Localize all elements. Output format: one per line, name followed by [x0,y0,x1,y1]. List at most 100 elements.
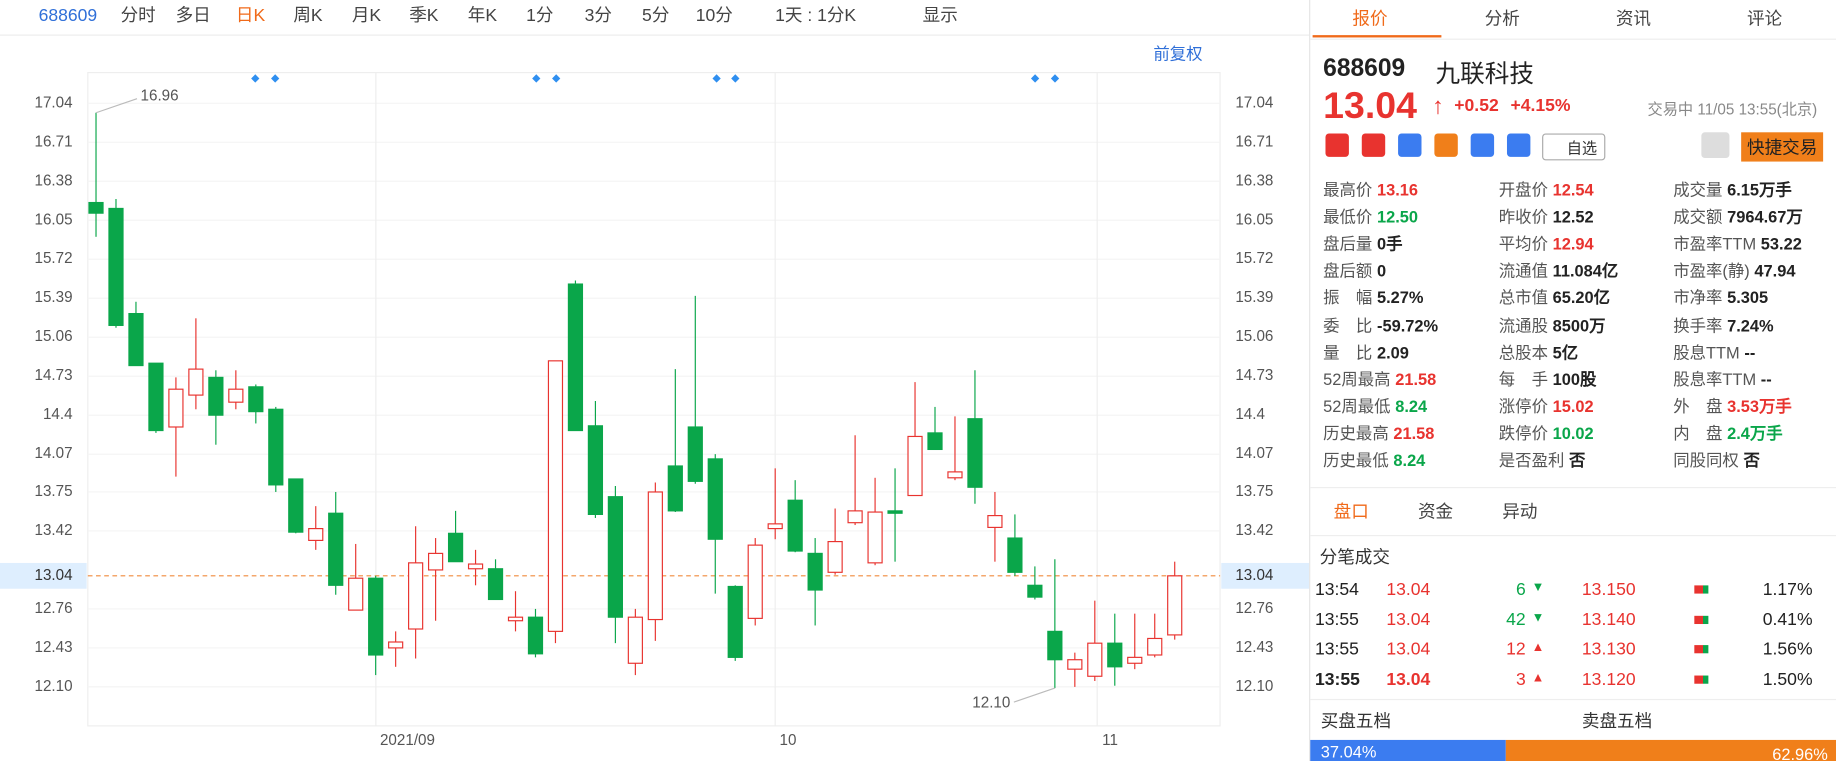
icon [1470,133,1495,157]
kline-chart: 688609 分时 多日 日K 周K 月K 季K 年K 1分 3分 5分 10分 1天 : 1分K 显示前… [0,5,1310,750]
period-tab[interactable]: 周K [293,5,323,25]
y-tick-label: 14.07 [35,445,73,462]
stat-value: 21.58 [1393,423,1435,443]
stat-value: 100股 [1552,369,1597,389]
y-tick-label-right: 16.05 [1235,211,1273,228]
candle-body [1067,659,1083,670]
panel-tab[interactable]: 资讯 [1615,9,1652,30]
period-tab[interactable]: 日K [236,5,266,25]
stat-value: 8500万 [1552,315,1606,335]
y-tick-label-right: 14.73 [1235,367,1273,384]
trade-bar [1694,585,1709,594]
panel-tab[interactable]: 报价 [1352,9,1388,30]
stat-label: 市盈率(静) [1673,261,1750,281]
stat-value: 10.02 [1552,423,1594,443]
period-tab[interactable]: 10分 [696,5,733,25]
trade-arrow: ▼ [1531,610,1545,625]
stat-value: 12.94 [1552,234,1594,254]
trade-bar [1694,675,1709,684]
sub-tab[interactable]: 盘口 [1333,502,1369,523]
stat-value: 7.24% [1727,315,1774,335]
stat-label: 内 盘 [1673,423,1723,443]
quote-panel: 报价 分析 资讯 评论 688609 九联科技 13.04 ↑ +0.52 +4.15% 交易中 1… [1309,0,1836,763]
current-band-right [1221,562,1310,589]
period-tab[interactable]: 多日 [176,5,211,25]
stat-row: 52周最低 8.24 [1323,394,1427,417]
period-tab[interactable]: 年K [468,5,498,25]
period-tab[interactable]: 1分 [526,5,553,25]
stat-label: 市净率 [1673,288,1723,308]
stat-row: 涨停价 15.02 [1499,394,1594,417]
low-pointer [1013,687,1056,703]
stat-row: 市盈率TTM 53.22 [1673,232,1802,255]
stat-label: 平均价 [1498,234,1548,254]
stat-label: 跌停价 [1498,423,1548,443]
trade-arrow: ▲ [1531,640,1545,655]
candle-body [687,426,703,482]
stat-label: 量 比 [1323,342,1373,362]
current-price-label-right: 13.04 [1235,567,1274,584]
stat-label: 成交量 [1673,180,1723,200]
y-tick-label: 14.73 [35,367,73,384]
sub-tab[interactable]: 异动 [1502,502,1538,523]
trade-time: 13:55 [1314,669,1360,690]
trade-arrow: ▼ [1531,580,1545,595]
y-tick-label: 16.71 [35,133,73,150]
panel-name: 九联科技 [1435,60,1534,88]
trades-title: 分笔成交 [1319,547,1390,568]
trade-bid: 13.130 [1581,639,1636,660]
y-tick-label-right: 12.43 [1235,639,1273,656]
stat-value: 否 [1569,450,1586,470]
buy-title: 买盘五档 [1320,711,1392,732]
low-label: 12.10 [972,694,1010,711]
y-tick-label-right: 15.39 [1235,289,1273,306]
candle-body [627,616,643,664]
period-tab[interactable]: 月K [352,5,382,25]
y-tick-label-right: 16.38 [1235,172,1273,189]
y-tick-label: 15.39 [35,289,73,306]
candle-body [108,207,124,326]
panel-tab[interactable]: 分析 [1484,9,1520,30]
date-label: 11 [1102,732,1118,749]
stat-row: 最低价 12.50 [1323,205,1418,228]
candle-body [1147,637,1163,656]
stat-row: 外 盘 3.53万手 [1673,394,1792,417]
high-label: 16.96 [141,87,179,104]
period-tab[interactable]: 3分 [585,5,612,25]
stat-label: 外 盘 [1673,396,1723,416]
period-tab[interactable]: 季K [409,5,439,25]
candle-body [547,360,564,632]
candle-body [188,368,204,396]
stat-row: 流通值 11.084亿 [1499,259,1619,282]
candle-body [1107,642,1123,668]
y-tick-label: 16.05 [35,211,73,228]
watch-button[interactable]: 自选 [1542,133,1606,161]
candle-body [228,388,244,403]
trade-bid: 13.120 [1581,669,1636,690]
trade-bar [1694,615,1709,624]
y-tick-label: 12.43 [35,639,73,656]
stat-label: 最高价 [1323,180,1373,200]
sub-tab[interactable]: 资金 [1417,502,1454,523]
trade-arrow: ▲ [1531,670,1545,686]
panel-pct: +4.15% [1510,96,1571,116]
stat-label: 同股同权 [1673,450,1739,470]
panel-tab[interactable]: 评论 [1747,9,1783,30]
trade-button[interactable]: 快捷交易 [1741,132,1824,162]
candle-body [667,465,683,512]
period-tab[interactable]: 分时 [121,5,156,25]
bell-button[interactable] [1701,132,1730,159]
stat-row: 成交量 6.15万手 [1673,178,1792,201]
y-tick-label: 12.76 [35,600,73,617]
stat-label: 盘后量 [1323,234,1373,254]
candle-body [707,458,723,540]
y-tick-label-right: 14.07 [1235,445,1273,462]
y-tick-label-right: 12.10 [1235,678,1273,695]
period-tab[interactable]: 5分 [642,5,669,25]
stat-label: 振 幅 [1323,288,1373,308]
y-tick-label: 13.42 [35,522,73,539]
stat-label: 成交额 [1673,207,1723,227]
candle-body [328,512,344,586]
event-marker [731,74,740,83]
trade-pct: 0.41% [1762,609,1813,630]
